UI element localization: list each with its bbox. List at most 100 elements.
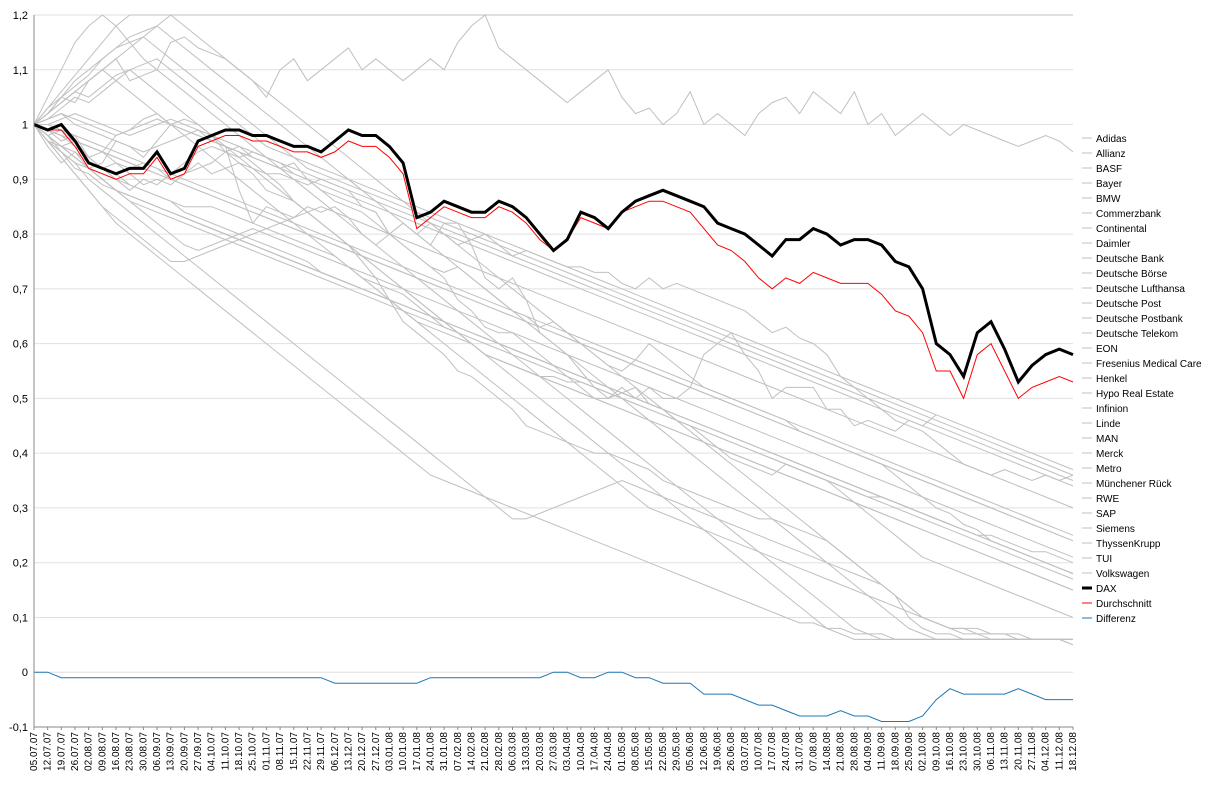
- series-line-volkswagen: [33, 14, 1073, 125]
- series-line-metro: [33, 124, 1074, 575]
- legend-label: DAX: [1096, 584, 1117, 595]
- x-tick-label: 27.11.08: [1027, 732, 1038, 771]
- x-tick-label: 03.07.08: [740, 732, 751, 771]
- legend-label: Metro: [1096, 464, 1122, 475]
- x-tick-label: 27.03.08: [549, 732, 560, 771]
- x-tick-label: 17.07.08: [767, 732, 778, 771]
- x-tick-label: 03.04.08: [562, 732, 573, 771]
- x-tick-label: 11.12.08: [1054, 732, 1065, 771]
- x-tick-label: 17.01.08: [412, 732, 423, 771]
- x-tick-label: 29.05.08: [672, 732, 683, 771]
- legend-label: MAN: [1096, 434, 1118, 445]
- series-line-man: [33, 14, 1073, 640]
- x-tick-label: 13.12.07: [343, 732, 354, 771]
- x-tick-label: 08.11.07: [275, 732, 286, 771]
- series-line-dax: [33, 122, 1074, 385]
- x-tick-label: 06.11.08: [986, 732, 997, 771]
- x-tick-label: 24.07.08: [781, 732, 792, 771]
- legend-label: Deutsche Post: [1096, 299, 1161, 310]
- x-tick-label: 09.08.07: [97, 732, 108, 771]
- x-tick-label: 12.07.07: [43, 732, 54, 771]
- legend-label: EON: [1096, 344, 1118, 355]
- x-tick-label: 21.08.08: [836, 732, 847, 771]
- y-tick-label: 1: [22, 120, 28, 132]
- series-line-m-nchener-r-ck: [34, 113, 1074, 481]
- x-tick-labels: 05.07.07 12.07.07 19.07.07 26.07.07 02.08.07…: [29, 727, 1079, 771]
- y-tick-label: 0,4: [13, 448, 28, 460]
- series-line-hypo-real-estate: [33, 124, 1074, 646]
- x-tick-label: 13.11.08: [1000, 732, 1011, 771]
- x-tick-label: 06.03.08: [507, 732, 518, 771]
- x-tick-label: 02.10.08: [918, 732, 929, 771]
- x-tick-label: 13.03.08: [521, 732, 532, 771]
- x-tick-label: 25.10.07: [248, 732, 259, 771]
- legend-label: Bayer: [1096, 179, 1123, 190]
- legend-label: SAP: [1096, 509, 1116, 520]
- x-tick-label: 31.07.08: [795, 732, 806, 771]
- legend-label: Daimler: [1096, 239, 1131, 250]
- legend-label: Linde: [1096, 419, 1121, 430]
- x-tick-label: 04.09.08: [863, 732, 874, 771]
- series-line-deutsche-telekom: [33, 58, 1074, 471]
- x-tick-label: 22.11.07: [302, 732, 313, 771]
- x-tick-label: 14.02.08: [466, 732, 477, 771]
- series-line-eon: [34, 124, 1074, 536]
- legend-label: ThyssenKrupp: [1096, 539, 1161, 550]
- x-tick-label: 01.05.08: [617, 732, 628, 771]
- x-tick-label: 07.02.08: [453, 732, 464, 771]
- x-tick-label: 14.08.08: [822, 732, 833, 771]
- x-tick-label: 20.09.07: [179, 732, 190, 771]
- legend-label: Deutsche Bank: [1096, 254, 1165, 265]
- legend-label: Allianz: [1096, 149, 1125, 160]
- x-tick-label: 09.10.08: [931, 732, 942, 771]
- legend-label: Fresenius Medical Care: [1096, 359, 1202, 370]
- legend-label: Commerzbank: [1096, 209, 1162, 220]
- legend-label: Hypo Real Estate: [1096, 389, 1174, 400]
- x-tick-label: 07.08.08: [808, 732, 819, 771]
- series-line-sap: [33, 124, 1074, 558]
- series-line-deutsche-b-rse: [33, 36, 1074, 476]
- series-line-fresenius-medical-care: [33, 113, 1074, 487]
- stock-series-group: [33, 14, 1074, 646]
- y-tick-label: 1,2: [13, 10, 28, 22]
- x-tick-label: 20.03.08: [535, 732, 546, 771]
- x-tick-label: 15.05.08: [644, 732, 655, 771]
- x-tick-label: 10.07.08: [754, 732, 765, 771]
- legend-label: Siemens: [1096, 524, 1135, 535]
- x-tick-label: 18.09.08: [890, 732, 901, 771]
- legend-label: Infinion: [1096, 404, 1128, 415]
- x-tick-label: 10.01.08: [398, 732, 409, 771]
- legend-label: Deutsche Telekom: [1096, 329, 1178, 340]
- y-tick-label: 0,8: [13, 229, 28, 241]
- x-tick-label: 19.06.08: [713, 732, 724, 771]
- legend-label: RWE: [1096, 494, 1119, 505]
- x-tick-label: 26.06.08: [726, 732, 737, 771]
- x-tick-label: 15.11.07: [289, 732, 300, 771]
- series-line-siemens: [33, 14, 1073, 640]
- x-tick-label: 22.05.08: [658, 732, 669, 771]
- x-tick-label: 05.06.08: [685, 732, 696, 771]
- x-tick-label: 29.11.07: [316, 732, 327, 771]
- legend-label: Durchschnitt: [1096, 599, 1152, 610]
- legend: Adidas Allianz BASF Bayer BMW Commerzbank Cont…: [1082, 134, 1202, 625]
- x-tick-label: 24.04.08: [603, 732, 614, 771]
- highlight-series-group: [33, 122, 1074, 722]
- legend-label: Adidas: [1096, 134, 1127, 145]
- legend-label: Deutsche Börse: [1096, 269, 1168, 280]
- series-line-continental: [33, 124, 1074, 618]
- x-tick-label: 01.11.07: [261, 732, 272, 771]
- x-tick-label: 04.10.07: [207, 732, 218, 771]
- x-tick-label: 16.08.07: [111, 732, 122, 771]
- x-tick-label: 05.07.07: [29, 732, 40, 771]
- series-line-differenz: [34, 671, 1073, 722]
- x-tick-label: 10.04.08: [576, 732, 587, 771]
- x-tick-label: 26.07.07: [70, 732, 81, 771]
- legend-label: Deutsche Lufthansa: [1096, 284, 1185, 295]
- x-tick-label: 18.12.08: [1068, 732, 1079, 771]
- x-tick-label: 12.06.08: [699, 732, 710, 771]
- x-tick-label: 03.01.08: [384, 732, 395, 771]
- x-tick-label: 19.07.07: [56, 732, 67, 771]
- legend-label: Henkel: [1096, 374, 1127, 385]
- legend-label: Deutsche Postbank: [1096, 314, 1184, 325]
- x-tick-label: 20.11.08: [1013, 732, 1024, 771]
